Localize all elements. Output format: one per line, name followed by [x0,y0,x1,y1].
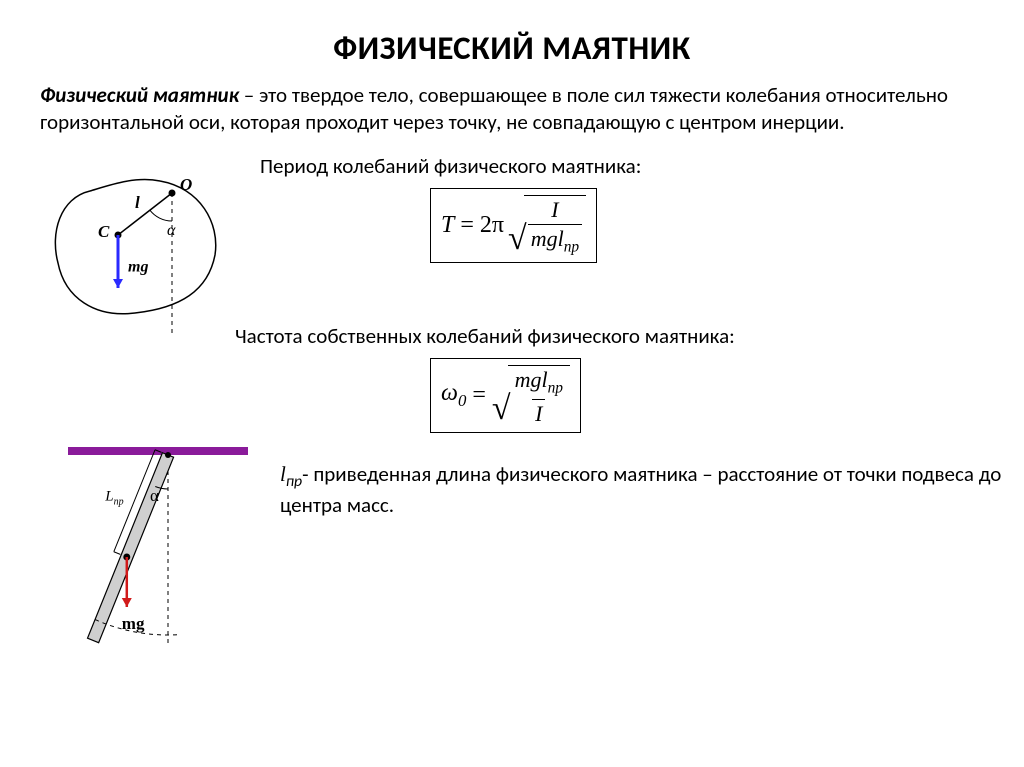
svg-text:mg: mg [122,614,145,633]
fraction: mglпр I [512,368,566,427]
definition-term: Физический маятник [40,82,239,108]
svg-text:Lпр: Lпр [104,488,123,507]
fraction-num: mglпр [512,368,566,399]
definition-paragraph: Физический маятник – это твердое тело, с… [40,82,984,137]
svg-text:α: α [150,486,159,505]
svg-text:C: C [98,222,110,241]
svg-text:mg: mg [128,258,148,275]
body-pendulum-diagram: O Cl α mg [50,163,240,343]
num-sub: пр [548,379,563,396]
fraction-den: I [532,399,545,426]
svg-text:α: α [167,222,176,239]
page-title: ФИЗИЧЕСКИЙ МАЯТНИК [40,28,984,68]
fraction: I mglпр [528,198,582,257]
freq-caption: Частота собственных колебаний физическог… [235,323,735,349]
fraction-den: mglпр [528,224,582,256]
period-lhs: T [441,212,454,239]
den-sub: пр [564,238,579,255]
lpr-caption: lпр- приведенная длина физического маятн… [280,461,1010,520]
den-main: mgl [531,226,564,251]
lpr-subscript: пр [286,472,302,491]
equals-sign: = [472,382,486,409]
sqrt-wrapper: √ I mglпр [508,195,586,257]
lpr-text: - приведенная длина физического маятника… [280,461,1001,519]
freq-lhs-sub: 0 [458,391,466,410]
svg-text:O: O [180,175,192,194]
radicand: I mglпр [524,195,586,257]
rod-pendulum-diagram: mg α Lпр [50,433,280,673]
period-coef: 2π [480,212,504,239]
freq-formula: ω0 = √ mglпр I [430,358,581,434]
sqrt-wrapper: √ mglпр I [492,365,570,427]
period-formula: T = 2π √ I mglпр [430,188,597,264]
slide: ФИЗИЧЕСКИЙ МАЯТНИК Физический маятник – … [0,0,1024,767]
fraction-num: I [548,198,561,224]
equals-sign: = [460,212,474,239]
freq-lhs: ω0 [441,380,466,411]
freq-lhs-sym: ω [441,380,458,406]
period-caption: Период колебаний физического маятника: [260,153,641,179]
svg-text:l: l [135,193,140,212]
radicand: mglпр I [508,365,570,427]
num-main: mgl [515,367,548,392]
